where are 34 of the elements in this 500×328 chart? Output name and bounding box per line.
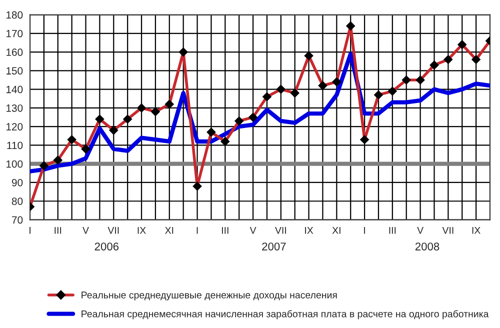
x-tick-label: III	[222, 227, 228, 234]
x-tick-label: VII	[275, 227, 286, 234]
y-tick-label: 80	[12, 198, 23, 205]
y-tick-label: 160	[6, 48, 23, 56]
y-tick-label: 120	[6, 123, 23, 130]
x-tick-label: IX	[138, 227, 146, 234]
x-tick-label: IX	[305, 227, 314, 234]
text: 2008	[415, 242, 440, 250]
y-tick-label: 100	[6, 160, 23, 168]
y-tick-label: 130	[6, 104, 23, 112]
x-tick-label: I	[364, 227, 365, 234]
legend-label: Реальные среднедушевые денежные доходы населения	[82, 292, 337, 300]
y-tick-label: 110	[7, 142, 23, 150]
x-tick-label: VII	[442, 227, 454, 234]
x-tick-label: XI	[165, 227, 174, 234]
y-tick-label: 140	[6, 86, 23, 94]
y-tick-label: 180	[6, 11, 23, 19]
legend-label: Реальная среднемесячная начисленная заработная плата в расчете на одного работника	[82, 310, 489, 320]
y-tick-label: 150	[6, 67, 23, 75]
line-series	[30, 52, 490, 174]
x-tick-label: V	[250, 227, 256, 234]
y-tick-label: 90	[12, 178, 23, 186]
x-tick-label: VII	[108, 227, 119, 234]
x-tick-label: I	[196, 227, 198, 234]
y-tick-label: 170	[6, 30, 23, 38]
x-tick-label: III	[389, 227, 396, 234]
y-tick-label: 70	[12, 216, 23, 224]
x-tick-label: III	[54, 227, 62, 234]
text: 2006	[94, 242, 119, 250]
x-tick-label: V	[82, 227, 89, 234]
text: 2007	[262, 242, 286, 250]
x-tick-label: IX	[472, 227, 480, 234]
x-tick-label: XI	[332, 227, 340, 234]
x-tick-label: V	[417, 227, 424, 234]
